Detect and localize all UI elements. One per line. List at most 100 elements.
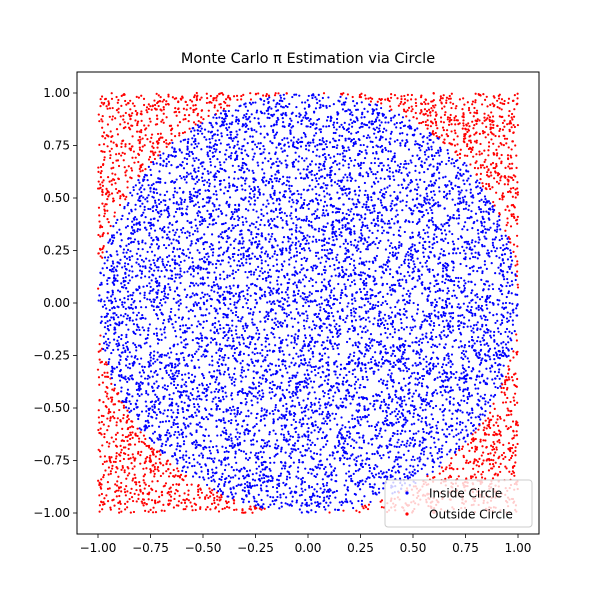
point-inside — [466, 295, 469, 298]
point-inside — [389, 450, 392, 453]
point-inside — [197, 410, 201, 413]
point-inside — [422, 140, 425, 143]
point-outside — [104, 390, 107, 393]
point-inside — [350, 257, 353, 261]
point-inside — [438, 447, 441, 451]
point-inside — [427, 403, 430, 406]
point-outside — [504, 229, 507, 232]
point-inside — [494, 272, 497, 275]
point-inside — [304, 135, 307, 138]
point-inside — [115, 366, 119, 369]
point-inside — [156, 337, 159, 341]
point-inside — [182, 249, 185, 252]
point-inside — [276, 385, 279, 388]
point-inside — [507, 341, 510, 344]
point-outside — [224, 98, 228, 101]
point-inside — [368, 470, 371, 473]
point-inside — [321, 390, 325, 393]
point-inside — [367, 300, 370, 303]
point-outside — [491, 132, 494, 135]
point-inside — [144, 198, 147, 201]
point-inside — [389, 474, 392, 477]
point-inside — [374, 173, 377, 176]
point-inside — [323, 248, 326, 252]
point-inside — [457, 280, 460, 283]
point-inside — [183, 157, 186, 160]
point-inside — [335, 128, 338, 131]
point-inside — [233, 372, 236, 376]
point-inside — [186, 364, 189, 368]
point-inside — [271, 197, 274, 200]
point-inside — [235, 310, 238, 314]
point-inside — [325, 481, 329, 485]
point-outside — [164, 103, 168, 106]
point-inside — [416, 127, 419, 130]
point-inside — [406, 410, 409, 413]
point-inside — [137, 240, 140, 243]
point-inside — [196, 132, 200, 135]
point-inside — [470, 280, 473, 284]
point-inside — [365, 248, 368, 251]
point-inside — [181, 436, 185, 439]
point-outside — [515, 154, 518, 157]
point-inside — [434, 298, 437, 301]
point-inside — [274, 406, 277, 409]
point-outside — [164, 139, 168, 142]
point-inside — [474, 240, 477, 243]
point-inside — [155, 266, 158, 269]
point-inside — [119, 258, 122, 261]
point-inside — [338, 324, 341, 328]
point-inside — [245, 284, 248, 287]
point-inside — [171, 141, 174, 144]
point-inside — [411, 341, 414, 344]
point-inside — [209, 440, 212, 443]
point-outside — [98, 504, 101, 507]
point-inside — [167, 373, 171, 377]
point-inside — [266, 116, 269, 119]
point-inside — [271, 479, 274, 482]
point-outside — [469, 460, 472, 463]
point-inside — [332, 126, 336, 129]
point-inside — [265, 485, 268, 488]
point-inside — [281, 138, 284, 142]
point-inside — [168, 238, 171, 241]
point-inside — [462, 249, 466, 252]
point-inside — [193, 159, 196, 162]
point-outside — [510, 167, 513, 170]
point-outside — [167, 499, 170, 502]
point-outside — [472, 462, 475, 465]
point-outside — [186, 103, 189, 107]
point-inside — [159, 438, 162, 441]
point-inside — [419, 406, 422, 409]
point-inside — [383, 359, 387, 362]
point-inside — [350, 243, 353, 246]
point-inside — [173, 187, 176, 190]
point-inside — [142, 371, 146, 374]
point-outside — [491, 448, 494, 451]
point-inside — [327, 392, 330, 396]
point-inside — [303, 285, 306, 288]
point-inside — [107, 344, 110, 347]
point-inside — [282, 121, 285, 124]
point-inside — [227, 261, 230, 264]
point-inside — [152, 191, 156, 194]
point-inside — [148, 234, 151, 237]
point-inside — [149, 351, 152, 354]
point-inside — [450, 429, 454, 432]
point-outside — [107, 100, 110, 103]
point-outside — [98, 143, 101, 146]
point-inside — [291, 325, 294, 328]
point-inside — [411, 438, 414, 441]
point-inside — [462, 353, 466, 356]
point-inside — [364, 213, 367, 216]
point-inside — [208, 216, 211, 219]
point-inside — [218, 407, 221, 411]
point-inside — [195, 266, 198, 269]
point-inside — [426, 168, 429, 171]
point-inside — [211, 471, 214, 474]
point-outside — [427, 102, 430, 105]
point-inside — [258, 193, 261, 196]
point-outside — [506, 396, 509, 400]
point-inside — [170, 307, 173, 311]
point-outside — [170, 490, 173, 493]
